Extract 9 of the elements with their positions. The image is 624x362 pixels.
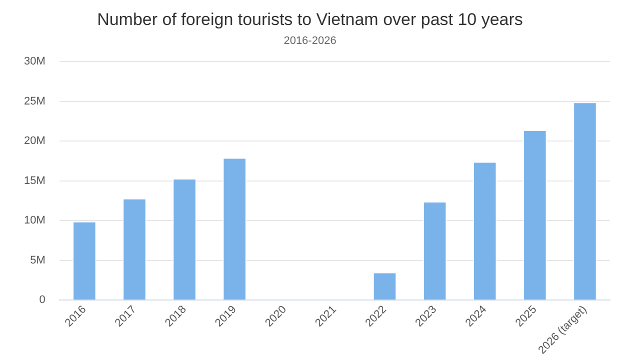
- chart-subtitle: 2016-2026: [284, 35, 336, 48]
- y-tick-label: 15M: [24, 174, 46, 187]
- chart-title: Number of foreign tourists to Vietnam over past 10 years: [97, 10, 523, 29]
- y-tick-label: 5M: [30, 254, 46, 266]
- y-tick-label: 10M: [24, 214, 46, 227]
- y-tick-label: 25M: [24, 95, 46, 108]
- y-tick-label: 20M: [24, 135, 46, 148]
- y-tick-label: 30M: [24, 56, 46, 68]
- y-tick-label: 0: [39, 294, 46, 306]
